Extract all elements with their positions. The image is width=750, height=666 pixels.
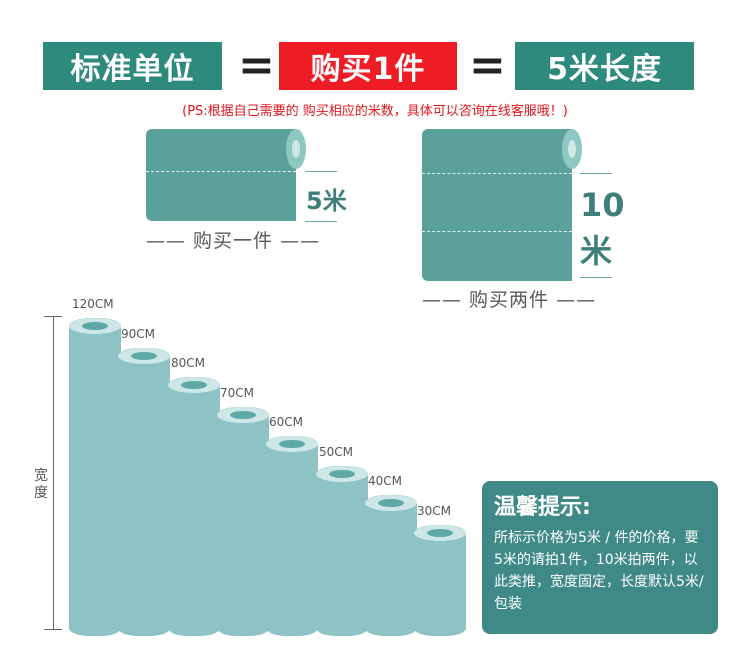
purchase-note: (PS:根据自己需要的 购买相应的米数，具体可以咨询在线客服哦！) [182, 104, 568, 119]
width-column [118, 348, 170, 636]
width-column-core [279, 440, 305, 448]
roll-one-tick-bottom [305, 221, 337, 222]
width-column [168, 377, 220, 636]
width-column [266, 436, 318, 636]
roll-two-tick-bottom [580, 277, 612, 278]
width-axis-top-cap [44, 316, 62, 317]
width-column-core [181, 381, 207, 389]
roll-two-length-number: 10 [580, 186, 625, 224]
width-axis-label: 宽度 [33, 466, 49, 504]
width-column-core [82, 322, 108, 330]
width-column [217, 407, 269, 636]
width-axis-bottom-cap [44, 629, 62, 630]
buy-one-label: 购买1件 [310, 52, 426, 87]
tip-text: 所标示价格为5米 / 件的价格，要5米的请拍1件，10米拍两件，以此类推，宽度固… [494, 530, 704, 612]
roll-one-fold-line [146, 171, 296, 172]
equals-sign-1: = [238, 40, 275, 91]
roll-two-fold-line-1 [422, 173, 572, 174]
width-column-core [230, 411, 256, 419]
width-column [316, 466, 368, 636]
roll-two-tick-top [580, 173, 612, 174]
length-label: 5米长度 [547, 52, 662, 87]
roll-two-core [568, 140, 576, 158]
width-column-label: 30CM [417, 504, 452, 518]
width-column [69, 318, 121, 636]
width-column-core [131, 352, 157, 360]
width-column-label: 60CM [269, 415, 304, 429]
standard-unit-box: 标准单位 [43, 42, 222, 90]
roll-one-tick-top [305, 171, 337, 172]
width-column-label: 80CM [171, 356, 206, 370]
width-column-label: 40CM [368, 474, 403, 488]
width-column-label: 120CM [72, 297, 114, 311]
width-column [365, 495, 417, 636]
roll-two-fold-line-2 [422, 231, 572, 232]
width-column-core [427, 529, 453, 537]
roll-one-caption: —— 购买一件 —— [146, 230, 321, 252]
width-column [414, 525, 466, 636]
width-axis-line [53, 316, 54, 630]
width-column-core [378, 499, 404, 507]
standard-unit-label: 标准单位 [70, 52, 195, 87]
tip-title: 温馨提示: [494, 495, 591, 520]
width-column-label: 70CM [220, 386, 255, 400]
width-column-core [329, 470, 355, 478]
width-column-label: 50CM [319, 445, 354, 459]
length-box: 5米长度 [515, 42, 694, 90]
roll-two-length-unit: 米 [580, 232, 613, 270]
roll-one-core [292, 140, 300, 158]
tip-box: 温馨提示: 所标示价格为5米 / 件的价格，要5米的请拍1件，10米拍两件，以此… [482, 481, 718, 634]
roll-one-length: 5米 [306, 187, 347, 215]
roll-one-body [146, 129, 296, 221]
roll-two-caption: —— 购买两件 —— [422, 289, 597, 311]
roll-two-body [422, 129, 572, 281]
equals-sign-2: = [469, 40, 506, 91]
width-column-label: 90CM [121, 327, 156, 341]
buy-one-box: 购买1件 [279, 42, 457, 90]
